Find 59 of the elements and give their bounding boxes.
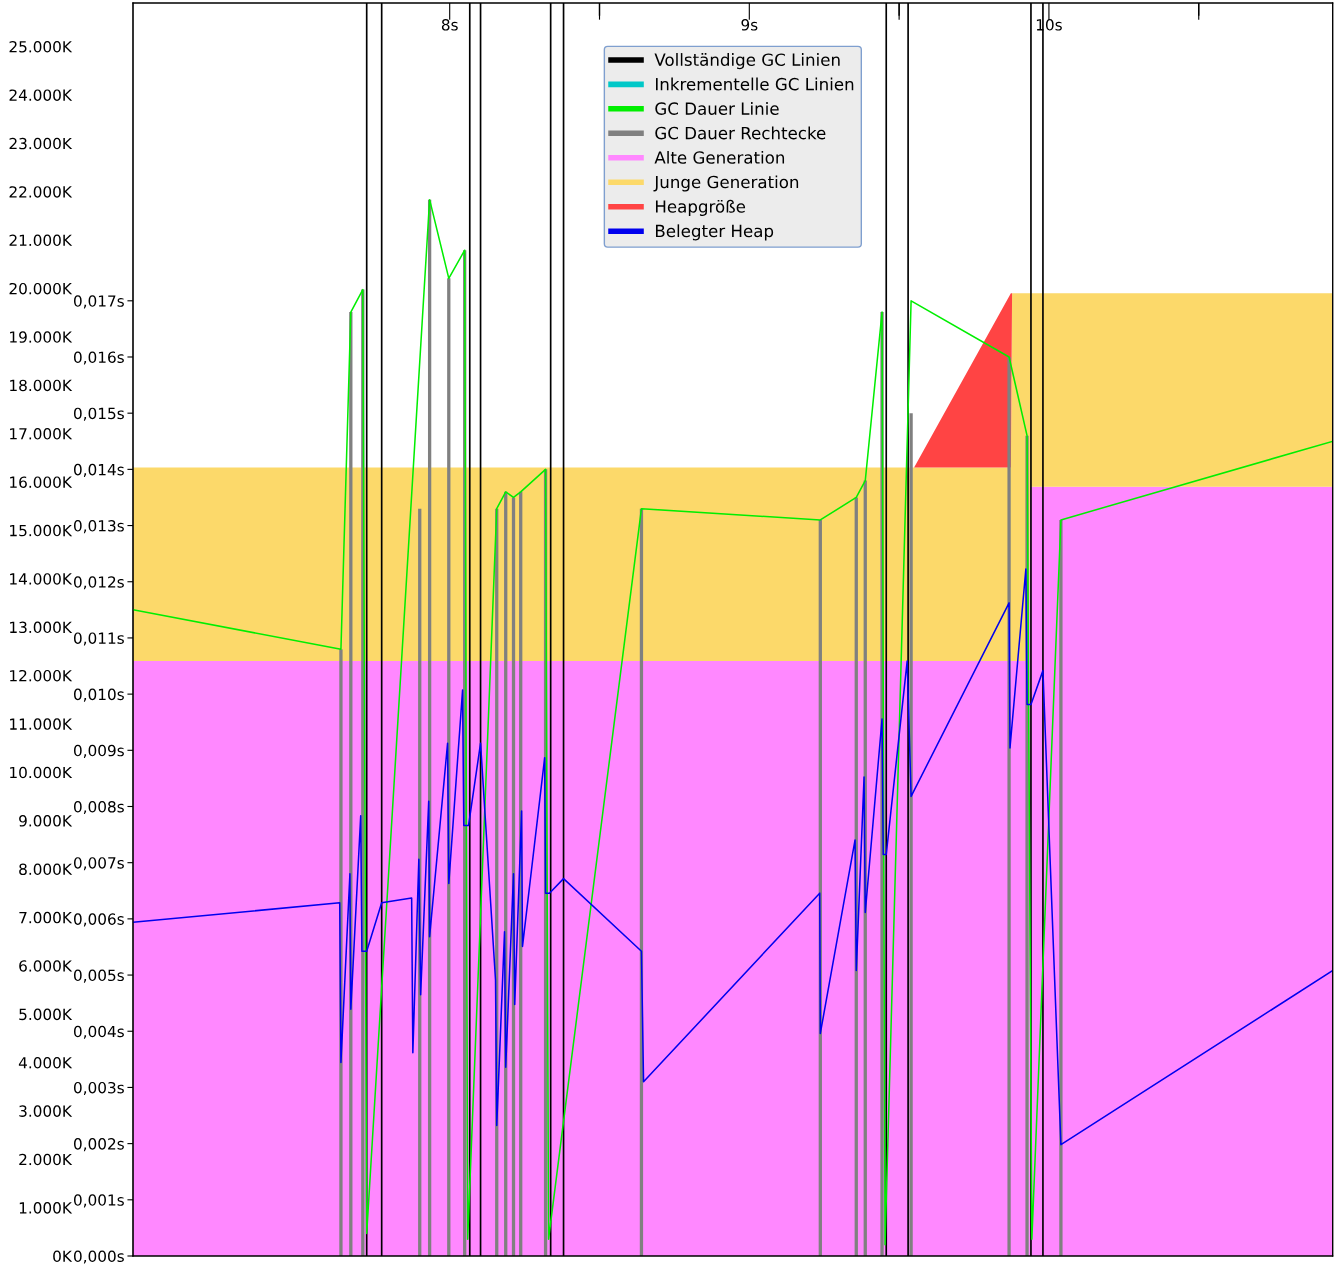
y2-tick-label: 0,001s bbox=[73, 1194, 124, 1208]
y-tick-label: 4.000K bbox=[18, 1056, 73, 1069]
legend-label: Vollständige GC Linien bbox=[654, 53, 840, 70]
y-tick-label: 16.000K bbox=[10, 476, 73, 488]
legend-label: Alte Generation bbox=[654, 150, 785, 164]
y-tick-label: 7.000K bbox=[19, 911, 73, 924]
bar bbox=[1007, 356, 1011, 1256]
x-tick-label: 8s bbox=[441, 19, 458, 31]
y2-tick-label: 0,012s bbox=[73, 576, 124, 590]
x-tick-label: 9s bbox=[741, 19, 758, 31]
y2-tick-label: 0,014s bbox=[73, 463, 124, 477]
y-tick-label: 5.000K bbox=[19, 1008, 73, 1021]
y-tick-label: 1.000K bbox=[19, 1202, 73, 1214]
y-tick-label: 24.000K bbox=[9, 89, 73, 101]
legend-label: Belegter Heap bbox=[655, 224, 774, 241]
y2-tick-label: 0,013s bbox=[73, 520, 124, 534]
y2-tick-label: 0,008s bbox=[73, 800, 124, 815]
y-tick-label: 21.000K bbox=[9, 234, 73, 247]
y2-tick-label: 0,004s bbox=[73, 1025, 124, 1039]
y-tick-label: 23.000K bbox=[9, 137, 73, 150]
y-tick-label: 10.000K bbox=[10, 766, 73, 779]
y2-tick-label: 0,016s bbox=[73, 351, 124, 365]
y-tick-label: 18.000K bbox=[10, 379, 73, 392]
y2-tick-label: 0,000s bbox=[73, 1250, 124, 1264]
y2-tick-label: 0,003s bbox=[73, 1081, 124, 1096]
y-tick-label: 0K bbox=[53, 1250, 73, 1263]
y-tick-label: 6.000K bbox=[19, 960, 73, 972]
legend-label: GC Dauer Linie bbox=[655, 102, 779, 115]
y-tick-label: 3.000K bbox=[19, 1105, 73, 1117]
y2-tick-label: 0,006s bbox=[73, 913, 124, 927]
legend-label: Inkrementelle GC Linien bbox=[655, 77, 854, 91]
y2-tick-label: 0,002s bbox=[73, 1138, 124, 1152]
line-series bbox=[133, 198, 1333, 1246]
y2-tick-label: 0,011s bbox=[73, 632, 124, 646]
y-tick-label: 15.000K bbox=[10, 524, 73, 537]
y2-tick-label: 0,010s bbox=[73, 688, 124, 702]
y-tick-label: 13.000K bbox=[10, 621, 73, 634]
legend-label: Heapgröße bbox=[655, 199, 746, 216]
y-tick-label: 22.000K bbox=[9, 186, 73, 198]
y2-tick-label: 0,005s bbox=[73, 969, 124, 983]
legend-label: GC Dauer Rechtecke bbox=[655, 126, 826, 140]
bar bbox=[1059, 519, 1063, 1256]
y2-tick-label: 0,017s bbox=[73, 295, 124, 309]
y2-tick-label: 0,009s bbox=[73, 744, 124, 758]
y-tick-label: 25.000K bbox=[9, 41, 73, 53]
y-tick-label: 12.000K bbox=[10, 669, 73, 682]
y-tick-label: 17.000K bbox=[10, 428, 73, 440]
y-tick-label: 8.000K bbox=[19, 863, 73, 875]
bar bbox=[909, 413, 913, 1256]
y-tick-label: 9.000K bbox=[19, 815, 73, 827]
y-tick-label: 20.000K bbox=[9, 282, 73, 295]
legend-label: Junge Generation bbox=[653, 175, 799, 192]
y-tick-label: 11.000K bbox=[10, 718, 73, 730]
y-tick-label: 19.000K bbox=[10, 331, 73, 343]
y2-tick-label: 0,007s bbox=[73, 857, 124, 871]
y-tick-label: 14.000K bbox=[10, 573, 73, 585]
line-series bbox=[133, 568, 1333, 1146]
y2-tick-label: 0,015s bbox=[73, 407, 124, 421]
y-tick-label: 2.000K bbox=[19, 1153, 73, 1166]
